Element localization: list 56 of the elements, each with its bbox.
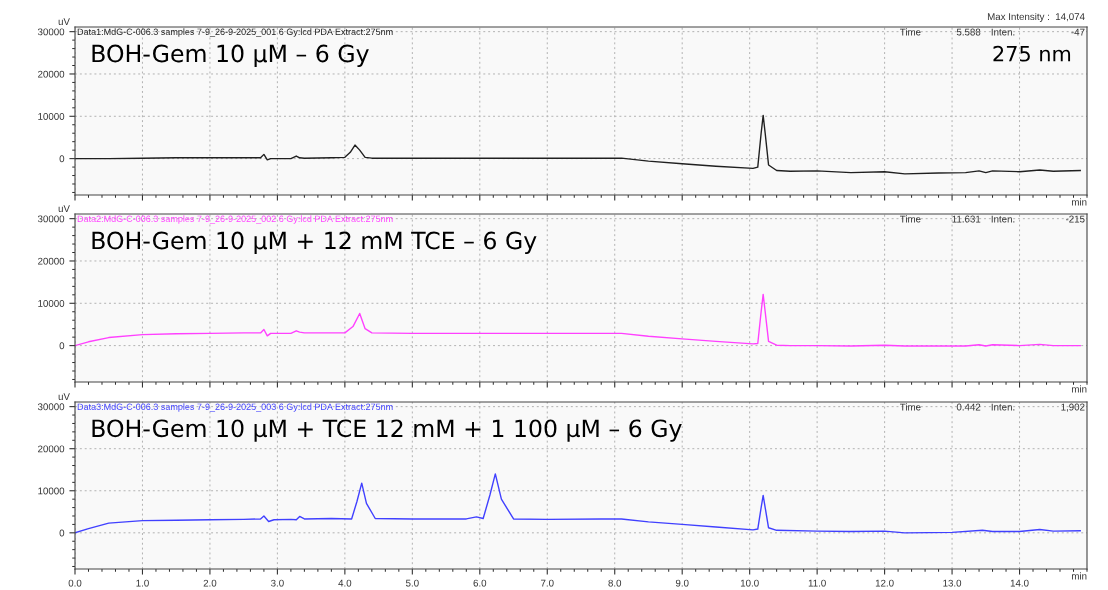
y-tick-label: 20000 [38, 70, 65, 78]
x-tick-label: 9.0 [675, 579, 689, 587]
x-tick-label: 1.0 [136, 579, 149, 587]
annotation: 11.631 [952, 215, 981, 223]
annotation: 1,902 [1061, 403, 1085, 412]
annotation: Inten. [991, 28, 1015, 36]
annotation: Inten. [991, 215, 1015, 223]
x-tick-label: 2.0 [203, 579, 217, 587]
annotation: -215 [1065, 215, 1085, 223]
x-tick-label: 10.0 [740, 579, 759, 587]
annotation: -47 [1071, 28, 1085, 36]
y-tick-label: 10000 [38, 487, 65, 495]
annotation: Time [900, 215, 921, 223]
x-tick-label: 12.0 [875, 579, 894, 587]
x-tick-label: 0.0 [68, 579, 82, 587]
x-tick-label: 7.0 [541, 579, 554, 587]
annotation: BOH-Gem 10 µM + 12 mM TCE – 6 Gy [92, 231, 537, 254]
y-axis-title: uV [58, 18, 70, 26]
y-tick-label: 30000 [37, 215, 65, 223]
y-axis-title: uV [58, 393, 70, 401]
annotation: BOH-Gem 10 µM + TCE 12 mM + 1 100 µM – 6 Gy [92, 419, 682, 442]
x-axis-title: min [1071, 572, 1087, 580]
annotation: Data1:MdG-C-006.3 samples 7-9_26-9-2025_001 6 Gy:lcd PDA Extract:275nm [77, 28, 393, 37]
line-series [75, 473, 1081, 534]
annotation: 0.442 [956, 403, 981, 411]
x-tick-label: 6.0 [473, 579, 487, 587]
y-axis-title: uV [58, 205, 70, 213]
annotation: BOH-Gem 10 µM – 6 Gy [92, 44, 369, 67]
y-tick-label: 20000 [38, 257, 65, 265]
y-tick-label: 10000 [38, 300, 65, 307]
annotation: Time [900, 403, 921, 411]
y-tick-label: 30000 [37, 403, 65, 411]
y-tick-label: 0 [59, 155, 65, 163]
x-tick-label: 3.0 [271, 579, 284, 587]
y-tick-label: 0 [59, 342, 65, 350]
x-tick-label: 13.0 [943, 579, 962, 587]
y-tick-label: 30000 [37, 28, 65, 36]
annotation: Data2:MdG-C-006.3 samples 7-9_26-9-2025_002 6 Gy:lcd PDA Extract:275nm [77, 215, 393, 224]
text: Max Intensity : 14,074 [987, 12, 1085, 22]
x-tick-label: 4.0 [338, 579, 352, 587]
y-tick-label: 20000 [38, 445, 65, 453]
x-tick-label: 11.0 [808, 579, 826, 587]
y-tick-label: 0 [59, 529, 65, 537]
x-axis-title: min [1071, 198, 1087, 206]
annotation: 275 nm [993, 45, 1071, 62]
x-tick-label: 8.0 [608, 579, 622, 587]
annotation: Time [900, 28, 921, 36]
line-series [75, 293, 1081, 347]
y-tick-label: 10000 [38, 113, 65, 120]
x-tick-label: 14.0 [1010, 579, 1029, 587]
annotation: Inten. [991, 403, 1015, 411]
annotation: Data3:MdG-C-006.3 samples 7-9_26-9-2025_003 6 Gy:lcd PDA Extract:275nm [77, 403, 393, 412]
x-axis-title: min [1071, 385, 1087, 393]
annotation: 5.588 [956, 28, 981, 36]
x-tick-label: 5.0 [405, 579, 419, 587]
line-series [75, 114, 1081, 175]
